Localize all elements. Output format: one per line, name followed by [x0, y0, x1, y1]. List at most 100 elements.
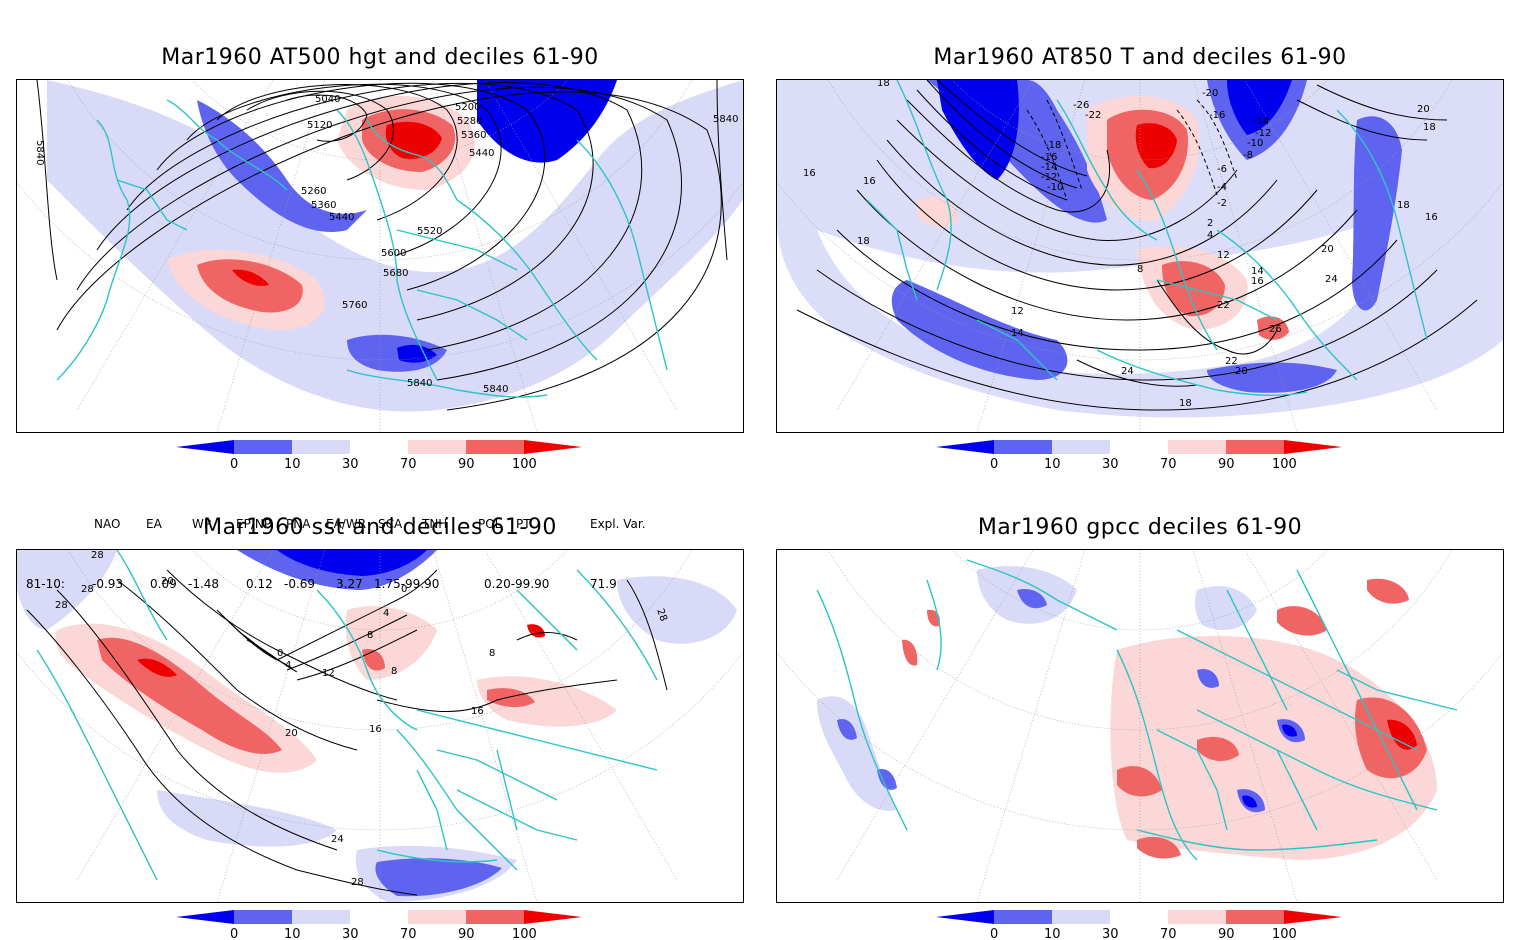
map-at500-svg: 5040 5120 5200 5280 5360 5440 5260 5360 … [17, 80, 743, 432]
contour-label: 16 [863, 176, 876, 187]
colorbar-label: 70 [400, 927, 417, 940]
colorbar-label: 0 [230, 457, 238, 472]
colorbar-label: 0 [990, 927, 998, 940]
indices-values-row: 81-10: -0.93 0.09 -1.48 0.12 -0.69 3.27 … [26, 574, 726, 594]
colorbar-label: 70 [400, 457, 417, 472]
decile-mid-red-region [97, 637, 282, 754]
contour-label: -22 [1085, 110, 1101, 121]
colorbar-swatch-30 [1052, 910, 1110, 924]
contour-label: 5280 [457, 116, 482, 127]
colorbar-arrow-high [524, 440, 582, 454]
colorbar-label: 10 [1044, 927, 1061, 940]
colorbar-label: 70 [1160, 927, 1177, 940]
index-header: EA/WR [326, 517, 367, 531]
colorbar-label: 0 [990, 457, 998, 472]
decile-deep-blue-region [277, 550, 427, 576]
colorbar-label: 30 [342, 457, 359, 472]
colorbar-label: 30 [342, 927, 359, 940]
colorbar-swatch-10 [234, 910, 292, 924]
contour-label: -14 [1253, 116, 1269, 127]
contour-label: 5200 [455, 102, 480, 113]
colorbar-sst: 0 10 30 70 90 100 [176, 910, 586, 940]
colorbar-label: 70 [1160, 457, 1177, 472]
decile-deep-red-region [1135, 123, 1177, 169]
colorbar-svg: 0 10 30 70 90 100 [176, 440, 582, 472]
contour-label: -4 [1217, 182, 1227, 193]
decile-mid-red-region-6 [1137, 836, 1181, 859]
contour-label: 4 [1207, 230, 1213, 241]
contour-label: -10 [1047, 182, 1063, 193]
contour-label: 22 [1217, 300, 1230, 311]
contour-label: 0 [401, 584, 407, 595]
contour-label: 2 [1207, 218, 1213, 229]
index-header: EP/NP [236, 517, 272, 531]
colorbar-swatch-30 [292, 440, 350, 454]
contour-label: 20 [1321, 244, 1334, 255]
index-header: PNA [286, 517, 311, 531]
colorbar-swatch-90 [1168, 440, 1226, 454]
contour-label: -8 [1243, 150, 1253, 161]
contour-label: 20 [1235, 366, 1248, 377]
contour-label: -6 [1217, 164, 1227, 175]
contour-label: 8 [489, 648, 495, 659]
decile-mid-red-region-3 [487, 688, 535, 708]
contour-label: 28 [351, 877, 364, 888]
decile-mid-red-region-2 [197, 259, 303, 313]
decile-deep-blue-region-2 [1242, 795, 1257, 808]
contour-label: 12 [1011, 306, 1024, 317]
contour-label: 5360 [461, 130, 486, 141]
colorbar-swatch-10 [994, 440, 1052, 454]
contour-label: 5120 [307, 120, 332, 131]
colorbar-label: 90 [458, 927, 475, 940]
coastlines [816, 559, 1458, 861]
contour-label: 18 [1179, 398, 1192, 409]
contour-label: 8 [1137, 264, 1143, 275]
contour-label: 28 [55, 600, 68, 611]
decile-deep-blue-region [1282, 724, 1297, 737]
decile-mid-blue-region [197, 100, 367, 232]
contour-label: 24 [1121, 366, 1134, 377]
colorbar-swatch-70 [1110, 440, 1168, 454]
contour-label: 5840 [483, 384, 508, 395]
map-at850-svg: 18 -20 -26 -22 -16 -14 -12 -10 -8 20 18 … [777, 80, 1503, 432]
contour-label: 18 [877, 80, 890, 89]
contour-label: 12 [1217, 250, 1230, 261]
index-header: EA [146, 517, 162, 531]
colorbar-arrow-low [176, 440, 234, 454]
index-value: -0.69 [284, 577, 316, 591]
decile-mid-blue-region [375, 858, 502, 897]
decile-deep-blue-region [477, 80, 617, 163]
colorbar-label: 10 [284, 927, 301, 940]
index-header: NAO [94, 517, 121, 531]
contour-label: -12 [1255, 128, 1271, 139]
decile-mid-blue-region-5 [1207, 362, 1337, 393]
contour-label: 5600 [381, 248, 406, 259]
contour-label: -18 [1045, 140, 1061, 151]
decile-mid-blue-region-6 [1197, 668, 1219, 688]
contour-label: 14 [1251, 266, 1264, 277]
contour-label: 5440 [329, 212, 354, 223]
colorbar-swatch-90 [408, 440, 466, 454]
contour-label: -10 [1247, 138, 1263, 149]
title-gpcc: Mar1960 gpcc deciles 61-90 [977, 515, 1303, 540]
contour-label: 5840 [34, 140, 45, 165]
graticule [777, 80, 1503, 432]
index-header: POL [478, 517, 502, 531]
colorbar-svg: 0 10 30 70 90 100 [936, 910, 1342, 940]
decile-deep-blue-region-2 [1227, 80, 1292, 135]
contour-label: 5520 [417, 226, 442, 237]
colorbar-label: 90 [458, 457, 475, 472]
coastlines [36, 550, 658, 881]
colorbar-swatch-30 [292, 910, 350, 924]
contour-label: 4 [285, 660, 291, 671]
contour-label: 26 [1269, 324, 1282, 335]
index-header: SCA [378, 517, 403, 531]
colorbar-at500: 0 10 30 70 90 100 [176, 440, 586, 472]
decile-mid-blue-region-2 [347, 334, 447, 372]
coastlines [56, 99, 668, 398]
decile-mid-blue-region-3 [1352, 116, 1402, 311]
map-sst: 28 28 28 20 0 4 8 12 4 0 8 16 16 8 20 24… [16, 549, 744, 903]
colorbar-label: 10 [1044, 457, 1061, 472]
colorbar-swatch-70 [1110, 910, 1168, 924]
colorbar-swatch-100 [466, 440, 524, 454]
